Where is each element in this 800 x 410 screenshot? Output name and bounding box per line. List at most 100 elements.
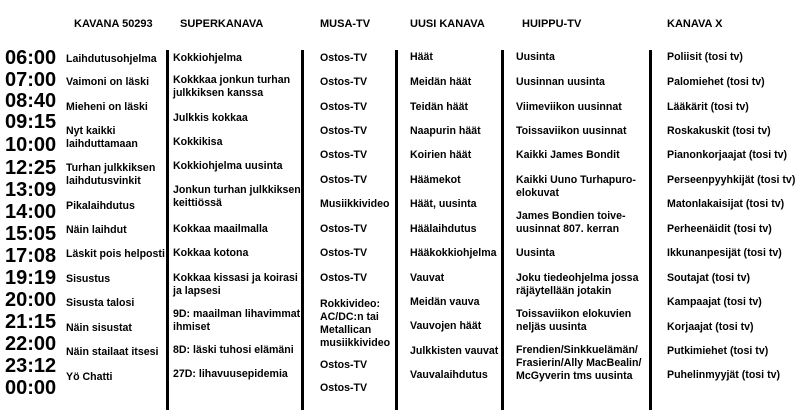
program-item: Jonkun turhan julkkiksen keittiössä (173, 184, 301, 209)
program-item: Perseenpyyhkijät (tosi tv) (667, 174, 796, 186)
time-slot: 19:19 (5, 267, 57, 289)
program-item: Laihdutusohjelma (66, 53, 157, 65)
program-item: Vauvat (410, 272, 445, 284)
program-item: Frendien/Sinkkuelämän/ Frasierin/Ally Ma… (516, 344, 642, 382)
program-item: Perheenäidit (tosi tv) (667, 223, 772, 235)
program-item: Ostos-TV (320, 247, 368, 259)
program-item: Näin sisustat (66, 322, 132, 334)
program-item: Lääkärit (tosi tv) (667, 101, 749, 113)
time-slot: 21:15 (5, 311, 57, 333)
program-item: Läskit pois helposti (66, 248, 165, 260)
program-item: Kampaajat (tosi tv) (667, 296, 762, 308)
column-divider (301, 50, 304, 410)
time-slot: 06:00 (5, 47, 57, 69)
program-item: 9D: maailman lihavimmat ihmiset (173, 308, 301, 333)
program-item: Kaikki Uuno Turhapuro- elokuvat (516, 174, 636, 199)
program-item: Ostos-TV (320, 272, 368, 284)
program-item: Yö Chatti (66, 371, 113, 383)
program-item: Hääkokkiohjelma (410, 247, 497, 259)
program-item: Kokkiohjelma uusinta (173, 160, 283, 172)
program-item: Kokkaa kissasi ja koirasi ja lapsesi (173, 272, 298, 297)
program-item: Kokkkaa jonkun turhan julkkiksen kanssa (173, 74, 291, 99)
program-item: Soutajat (tosi tv) (667, 272, 750, 284)
channel-header: SUPERKANAVA (180, 18, 264, 30)
program-item: Pikalaihdutus (66, 200, 135, 212)
time-slot: 23:12 (5, 355, 57, 377)
program-item: Ostos-TV (320, 359, 368, 371)
program-item: Sisusta talosi (66, 297, 135, 309)
program-item: Puhelinmyyjät (tosi tv) (667, 369, 781, 381)
program-item: Putkimiehet (tosi tv) (667, 345, 769, 357)
column-divider (501, 50, 504, 410)
program-item: Toissaviikon elokuvien neljäs uusinta (516, 308, 632, 333)
program-item: Uusinta (516, 51, 555, 63)
column-divider (395, 50, 398, 410)
program-item: Kokkaa kotona (173, 247, 249, 259)
program-item: Pianonkorjaajat (tosi tv) (667, 149, 788, 161)
program-item: Häälaihdutus (410, 223, 477, 235)
program-item: Kaikki James Bondit (516, 149, 620, 161)
program-item: Vaimoni on läski (66, 76, 150, 88)
program-item: Vauvalaihdutus (410, 369, 488, 381)
program-item: Häät, uusinta (410, 198, 477, 210)
program-item: Häämekot (410, 174, 461, 186)
program-item: Poliisit (tosi tv) (667, 51, 743, 63)
program-item: Ostos-TV (320, 382, 368, 394)
time-slot: 14:00 (5, 201, 57, 223)
program-item: Turhan julkkiksen laihdutusvinkit (66, 162, 156, 187)
time-slot: 09:15 (5, 111, 57, 133)
time-slot: 15:05 (5, 223, 57, 245)
program-item: Roskakuskit (tosi tv) (667, 125, 771, 137)
time-slot: 20:00 (5, 289, 57, 311)
program-item: Ostos-TV (320, 101, 368, 113)
program-item: Näin laihdut (66, 224, 127, 236)
program-item: Palomiehet (tosi tv) (667, 76, 765, 88)
program-item: Matonlakaisijat (tosi tv) (667, 198, 785, 210)
program-item: Kokkiohjelma (173, 52, 242, 64)
time-slot: 00:00 (5, 377, 57, 399)
program-item: Nyt kaikki laihduttamaan (66, 125, 138, 150)
channel-header: HUIPPU-TV (522, 18, 582, 30)
program-item: Koirien häät (410, 149, 472, 161)
program-item: Naapurin häät (410, 125, 481, 137)
program-item: Häät (410, 51, 433, 63)
time-slot: 08:40 (5, 90, 57, 112)
channel-header: KAVANA 50293 (74, 18, 153, 30)
program-item: Kokkaa maailmalla (173, 223, 268, 235)
program-item: Rokkivideo: AC/DC:n tai Metallican musii… (320, 298, 391, 349)
time-slot: 13:09 (5, 179, 57, 201)
program-item: 27D: lihavuusepidemia (173, 368, 288, 380)
program-item: Julkkisten vauvat (410, 345, 499, 357)
time-slot: 07:00 (5, 69, 57, 91)
channel-header: KANAVA X (667, 18, 723, 30)
program-item: Näin stailaat itsesi (66, 346, 159, 358)
program-item: Meidän vauva (410, 296, 480, 308)
program-item: Sisustus (66, 273, 111, 285)
time-slot: 12:25 (5, 157, 57, 179)
program-item: Ostos-TV (320, 174, 368, 186)
column-divider (166, 50, 169, 410)
program-item: Uusinnan uusinta (516, 76, 605, 88)
time-slot: 22:00 (5, 333, 57, 355)
program-item: Ikkunanpesijät (tosi tv) (667, 247, 782, 259)
program-item: Korjaajat (tosi tv) (667, 321, 754, 333)
column-divider (649, 50, 652, 410)
channel-header: UUSI KANAVA (410, 18, 485, 30)
program-item: James Bondien toive- uusinnat 807. kerra… (516, 210, 626, 235)
program-item: Ostos-TV (320, 223, 368, 235)
program-item: Joku tiedeohjelma jossa räjäytellään jot… (516, 272, 639, 297)
program-item: Mieheni on läski (66, 101, 148, 113)
program-item: Toissaviikon uusinnat (516, 125, 627, 137)
program-item: Musiikkivideo (320, 198, 390, 210)
program-item: Teidän häät (410, 101, 469, 113)
program-item: Julkkis kokkaa (173, 112, 248, 124)
channel-header: MUSA-TV (320, 18, 371, 30)
program-item: Viimeviikon uusinnat (516, 101, 622, 113)
program-item: Meidän häät (410, 76, 472, 88)
time-slot: 17:08 (5, 245, 57, 267)
program-item: Ostos-TV (320, 52, 368, 64)
program-item: Vauvojen häät (410, 320, 482, 332)
program-item: 8D: läski tuhosi elämäni (173, 344, 294, 356)
program-item: Ostos-TV (320, 149, 368, 161)
